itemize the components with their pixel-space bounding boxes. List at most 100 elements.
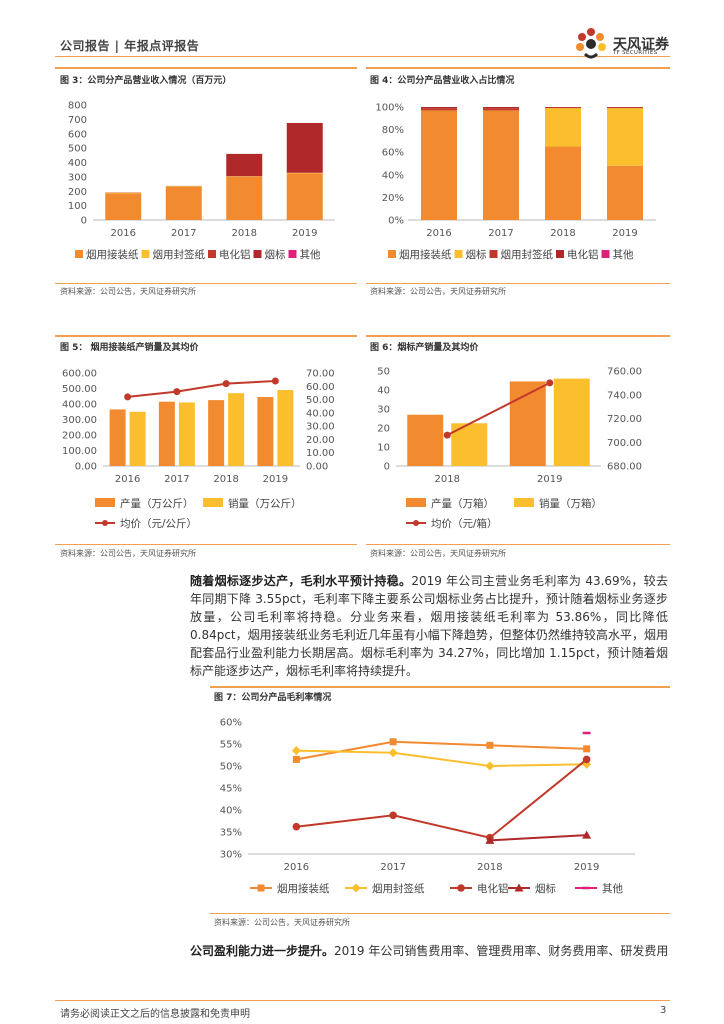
fig7-xtick: 2018 — [477, 862, 502, 873]
fig5-price-point — [124, 393, 132, 401]
fig5-ytick: 200.00 — [62, 431, 97, 442]
fig7-legend-label: 烟标 — [535, 882, 556, 895]
fig5-legend-label: 均价（元/公斤） — [120, 518, 197, 530]
fig3-ytick: 800 — [68, 101, 87, 112]
fig7-legend-label: 烟用接装纸 — [277, 882, 330, 895]
fig6-ytick: 50 — [377, 367, 390, 378]
fig4-bar-segment — [483, 110, 519, 220]
company-logo-icon — [576, 28, 606, 59]
fig5-ytick: 500.00 — [62, 384, 97, 395]
fig7-point — [291, 746, 301, 756]
fig5-bar-production — [208, 400, 225, 466]
fig5-y2tick: 40.00 — [306, 408, 335, 419]
fig4-title: 图 4：公司分产品营业收入占比情况 — [370, 76, 515, 86]
fig7-point — [388, 748, 398, 758]
fig3-bar-segment — [105, 192, 142, 194]
fig6-legend-swatch — [514, 498, 534, 507]
fig4-legend-label: 烟标 — [466, 248, 487, 261]
fig3-legend-swatch — [288, 250, 297, 258]
fig5-legend-marker — [102, 520, 108, 526]
fig4-bar-segment — [483, 108, 519, 111]
disclaimer-link[interactable]: 请务必阅读正文之后的信息披露和免责申明 — [60, 1009, 250, 1020]
fig4-xtick: 2018 — [550, 228, 575, 239]
fig5-title: 图 5： 烟用接装纸产销量及其均价 — [60, 343, 199, 353]
fig3-ytick: 200 — [68, 187, 87, 198]
fig6-source: 资料来源：公司公告，天风证券研究所 — [370, 549, 506, 558]
fig4-legend-label: 烟用封签纸 — [501, 248, 554, 261]
fig7-xtick: 2017 — [380, 862, 405, 873]
fig6-bar-production — [509, 381, 546, 466]
fig5-y2tick: 30.00 — [306, 422, 335, 433]
fig7-top-rule — [210, 686, 670, 688]
fig6-chart: 0 10 20 30 40 50 680.00 700.00 720.00 740.00 760.0… — [377, 367, 642, 531]
fig5-xtick: 2019 — [263, 474, 288, 485]
fig4-legend-label: 其他 — [613, 248, 634, 261]
fig4-legend-swatch — [454, 250, 463, 258]
fig4-ytick: 40% — [382, 170, 404, 181]
fig5-price-point — [173, 388, 181, 396]
fig6-ytick: 0 — [384, 462, 390, 473]
fig6-y2tick: 680.00 — [607, 462, 642, 473]
fig5-xtick: 2018 — [213, 474, 238, 485]
fig3-xtick: 2016 — [111, 228, 136, 239]
fig3-bar-segment — [286, 173, 323, 220]
fig7-point — [582, 759, 592, 769]
page-number: 3 — [660, 1005, 667, 1016]
fig5-ytick: 100.00 — [62, 446, 97, 457]
fig3-ytick: 500 — [68, 144, 87, 155]
fig4-chart: 0% 20% 40% 60% 80% 100% 2016 2017 2018 2019 烟用接装纸 烟… — [375, 103, 656, 261]
fig7-point — [389, 811, 397, 820]
fig3-ytick: 300 — [68, 172, 87, 183]
fig5-xtick: 2016 — [115, 474, 140, 485]
paragraph-body: 2019 年公司主营业务毛利率为 43.69%，较去年同期下降 3.55pct，… — [190, 574, 668, 678]
fig7-bottom-rule — [210, 913, 670, 914]
fig4-bar-segment — [421, 108, 457, 111]
fig5-bar-production — [158, 401, 175, 466]
fig7-series-line — [489, 834, 587, 842]
fig5-ytick: 300.00 — [62, 415, 97, 426]
fig4-ytick: 20% — [382, 193, 404, 204]
fig7-legend-marker — [457, 884, 465, 892]
header-divider — [55, 56, 670, 57]
fig3-chart: 0 100 200 300 400 500 600 700 800 2016 2017 2018 201… — [68, 101, 335, 261]
profitability-paragraph: 公司盈利能力进一步提升。2019 年公司销售费用率、管理费用率、财务费用率、研发… — [190, 942, 670, 960]
fig4-legend-swatch — [556, 250, 564, 258]
fig6-legend-label: 产量（万箱） — [431, 497, 494, 510]
fig6-y2tick: 700.00 — [607, 438, 642, 449]
fig6-y2tick: 760.00 — [607, 367, 642, 378]
fig3-legend-label: 其他 — [300, 248, 321, 261]
logo-name: 天风证券 — [613, 37, 669, 53]
fig4-xtick: 2017 — [488, 228, 513, 239]
fig6-legend-label: 均价（元/箱） — [431, 517, 498, 530]
paragraph2-lead: 公司盈利能力进一步提升。 — [190, 944, 335, 958]
fig7-point — [485, 761, 495, 771]
fig3-bar-segment — [226, 176, 263, 220]
fig7-ytick: 50% — [220, 762, 242, 773]
fig7-legend-label: 电化铝 — [477, 882, 509, 895]
fig5-price-line — [127, 379, 276, 398]
fig4-legend-swatch — [489, 250, 498, 258]
fig5-bar-production — [257, 397, 274, 466]
fig7-point — [582, 755, 591, 764]
fig6-bar-sales — [553, 378, 590, 466]
fig5-legend-label: 销量（万公斤） — [228, 497, 302, 510]
fig6-y2tick: 740.00 — [607, 390, 642, 401]
fig3-xtick: 2017 — [171, 228, 196, 239]
fig6-ytick: 20 — [377, 424, 390, 435]
fig7-point — [582, 830, 592, 839]
fig3-bar-segment — [165, 186, 202, 187]
fig7-legend-marker — [257, 884, 265, 892]
fig4-legend-label: 烟用接装纸 — [399, 248, 452, 261]
fig4-ytick: 80% — [382, 125, 404, 136]
fig5-ytick: 600.00 — [62, 369, 97, 380]
fig4-bar-segment — [607, 165, 643, 220]
fig5-legend-label: 产量（万公斤） — [120, 497, 194, 510]
fig7-series-line — [296, 740, 587, 761]
fig3-ytick: 400 — [68, 158, 87, 169]
fig5-y2tick: 20.00 — [306, 435, 335, 446]
fig7-point — [292, 755, 300, 763]
fig3-legend-swatch — [208, 250, 216, 258]
fig4-bar-segment — [421, 107, 457, 109]
fig6-xtick: 2018 — [435, 474, 460, 485]
fig4-top-rule — [366, 67, 670, 69]
